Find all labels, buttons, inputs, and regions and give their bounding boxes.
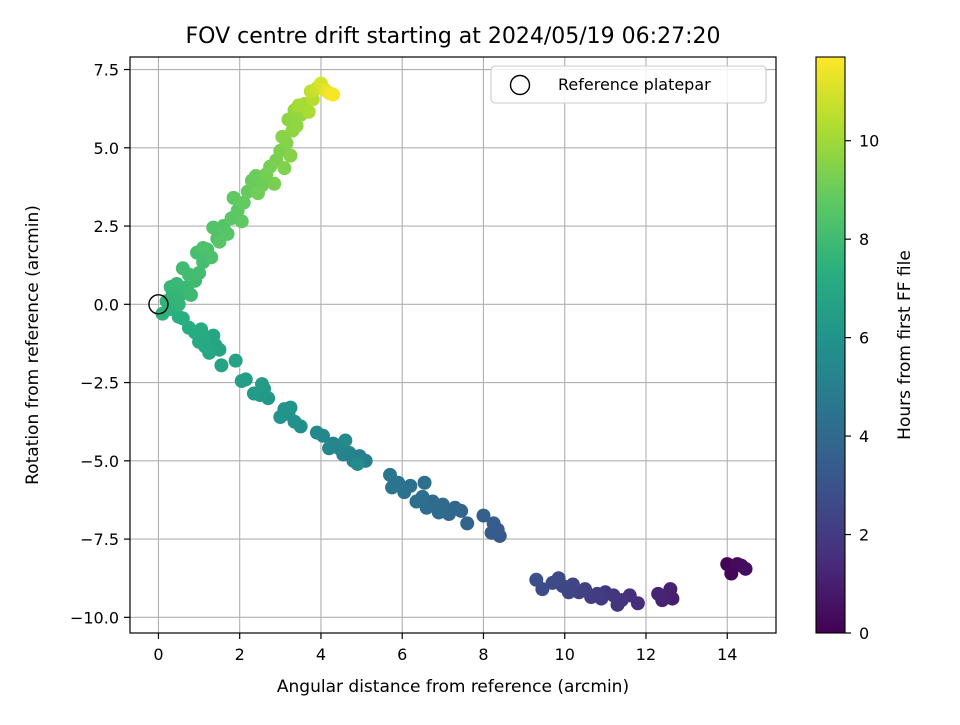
x-axis-ticks: 0 2 4 6 8 10 12 14 bbox=[153, 633, 737, 664]
x-tick-label: 0 bbox=[153, 645, 163, 664]
data-point bbox=[322, 441, 337, 456]
data-points bbox=[155, 76, 753, 612]
data-point bbox=[383, 467, 398, 482]
data-point bbox=[409, 494, 424, 509]
legend-entry-label: Reference platepar bbox=[558, 75, 711, 94]
x-tick-label: 8 bbox=[478, 645, 488, 664]
data-point bbox=[545, 575, 560, 590]
data-point bbox=[204, 250, 219, 265]
y-tick-label: 7.5 bbox=[94, 61, 119, 80]
data-point bbox=[350, 456, 365, 471]
data-point bbox=[234, 374, 249, 388]
data-point bbox=[192, 266, 207, 280]
y-tick-label: 5.0 bbox=[94, 139, 119, 158]
data-point bbox=[212, 234, 227, 249]
data-point bbox=[385, 480, 400, 495]
plot-frame bbox=[129, 56, 777, 634]
x-tick-label: 12 bbox=[636, 645, 656, 664]
data-point bbox=[289, 118, 304, 133]
y-tick-label: −2.5 bbox=[80, 374, 119, 393]
data-point bbox=[194, 322, 209, 337]
data-point bbox=[196, 240, 211, 255]
y-axis-label: Rotation from reference (arcmin) bbox=[23, 205, 43, 485]
y-tick-label: −5.0 bbox=[80, 452, 119, 471]
data-point bbox=[301, 104, 316, 119]
data-point bbox=[309, 425, 324, 440]
data-point bbox=[267, 176, 282, 191]
colorbar-tick-label: 2 bbox=[859, 526, 869, 545]
colorbar-tick-label: 10 bbox=[859, 132, 879, 151]
data-point bbox=[273, 410, 288, 424]
x-tick-label: 2 bbox=[235, 645, 245, 664]
colorbar-tick-label: 6 bbox=[859, 329, 869, 348]
x-tick-label: 14 bbox=[717, 645, 737, 664]
colorbar-tick-label: 4 bbox=[859, 427, 869, 446]
x-axis-label: Angular distance from reference (arcmin) bbox=[277, 677, 629, 697]
colorbar: 0 2 4 6 8 10 Hours from first FF file bbox=[815, 56, 915, 643]
data-point bbox=[277, 161, 292, 176]
colorbar-label: Hours from first FF file bbox=[895, 250, 915, 440]
data-point bbox=[283, 400, 298, 415]
legend-box bbox=[490, 65, 767, 104]
data-point bbox=[431, 505, 446, 520]
data-point bbox=[250, 186, 265, 201]
data-point bbox=[228, 353, 243, 368]
data-point bbox=[738, 561, 753, 576]
y-tick-label: 0.0 bbox=[94, 295, 119, 314]
data-point bbox=[183, 287, 198, 302]
data-point bbox=[476, 508, 491, 523]
colorbar-gradient bbox=[815, 56, 846, 634]
data-point bbox=[460, 516, 475, 531]
grid-lines bbox=[130, 57, 776, 633]
data-point bbox=[529, 572, 544, 587]
colorbar-ticks: 0 2 4 6 8 10 bbox=[845, 132, 879, 643]
x-tick-label: 6 bbox=[397, 645, 407, 664]
data-point bbox=[651, 586, 666, 601]
data-point bbox=[255, 377, 270, 392]
data-point bbox=[338, 433, 353, 448]
y-tick-label: −7.5 bbox=[80, 530, 119, 549]
data-point bbox=[291, 98, 306, 113]
data-point bbox=[246, 386, 261, 401]
data-point bbox=[419, 500, 434, 515]
colorbar-tick-label: 8 bbox=[859, 230, 869, 249]
legend: Reference platepar bbox=[490, 65, 767, 104]
y-axis-ticks: −10.0 −7.5 −5.0 −2.5 0.0 2.5 5.0 7.5 bbox=[70, 61, 130, 627]
data-point bbox=[326, 87, 341, 102]
data-point bbox=[275, 129, 290, 144]
data-point bbox=[417, 475, 432, 490]
x-tick-label: 4 bbox=[316, 645, 326, 664]
data-point bbox=[171, 297, 186, 312]
y-tick-label: 2.5 bbox=[94, 217, 119, 236]
reference-legend-marker-icon bbox=[509, 74, 531, 96]
data-point bbox=[486, 516, 501, 531]
colorbar-tick-label: 0 bbox=[859, 624, 869, 643]
data-point bbox=[283, 148, 298, 163]
reference-marker-layer bbox=[148, 294, 169, 315]
data-point bbox=[236, 195, 251, 210]
data-point bbox=[214, 358, 229, 373]
chart-title: FOV centre drift starting at 2024/05/19 … bbox=[186, 24, 721, 49]
reference-platepar-marker bbox=[148, 294, 169, 315]
x-tick-label: 10 bbox=[555, 645, 575, 664]
data-point bbox=[234, 214, 249, 229]
y-tick-label: −10.0 bbox=[70, 608, 119, 627]
